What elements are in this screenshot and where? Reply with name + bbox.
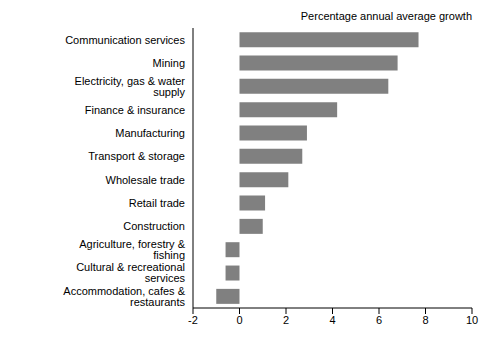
- svg-text:8: 8: [422, 314, 428, 326]
- svg-text:0: 0: [236, 314, 242, 326]
- svg-text:Electricity, gas & watersupply: Electricity, gas & watersupply: [75, 75, 186, 98]
- svg-text:Wholesale trade: Wholesale trade: [106, 174, 186, 186]
- svg-text:Communication services: Communication services: [65, 34, 185, 46]
- svg-text:2: 2: [283, 314, 289, 326]
- svg-text:Transport & storage: Transport & storage: [88, 150, 185, 162]
- svg-text:Construction: Construction: [123, 220, 185, 232]
- svg-text:10: 10: [466, 314, 478, 326]
- svg-text:4: 4: [329, 314, 335, 326]
- svg-text:6: 6: [376, 314, 382, 326]
- svg-text:Agriculture, forestry &fishing: Agriculture, forestry &fishing: [79, 238, 185, 261]
- html-text:Percentage annual average grow: Percentage annual average growth: [300, 10, 472, 22]
- svg-text:Accommodation, cafes &restaura: Accommodation, cafes &restaurants: [63, 285, 185, 308]
- svg-text:Mining: Mining: [153, 57, 185, 69]
- svg-text:Manufacturing: Manufacturing: [115, 127, 185, 139]
- svg-text:Retail trade: Retail trade: [129, 197, 185, 209]
- svg-text:Finance & insurance: Finance & insurance: [85, 104, 185, 116]
- svg-text:Cultural & recreationalservice: Cultural & recreationalservices: [76, 261, 185, 284]
- svg-text:-2: -2: [188, 314, 198, 326]
